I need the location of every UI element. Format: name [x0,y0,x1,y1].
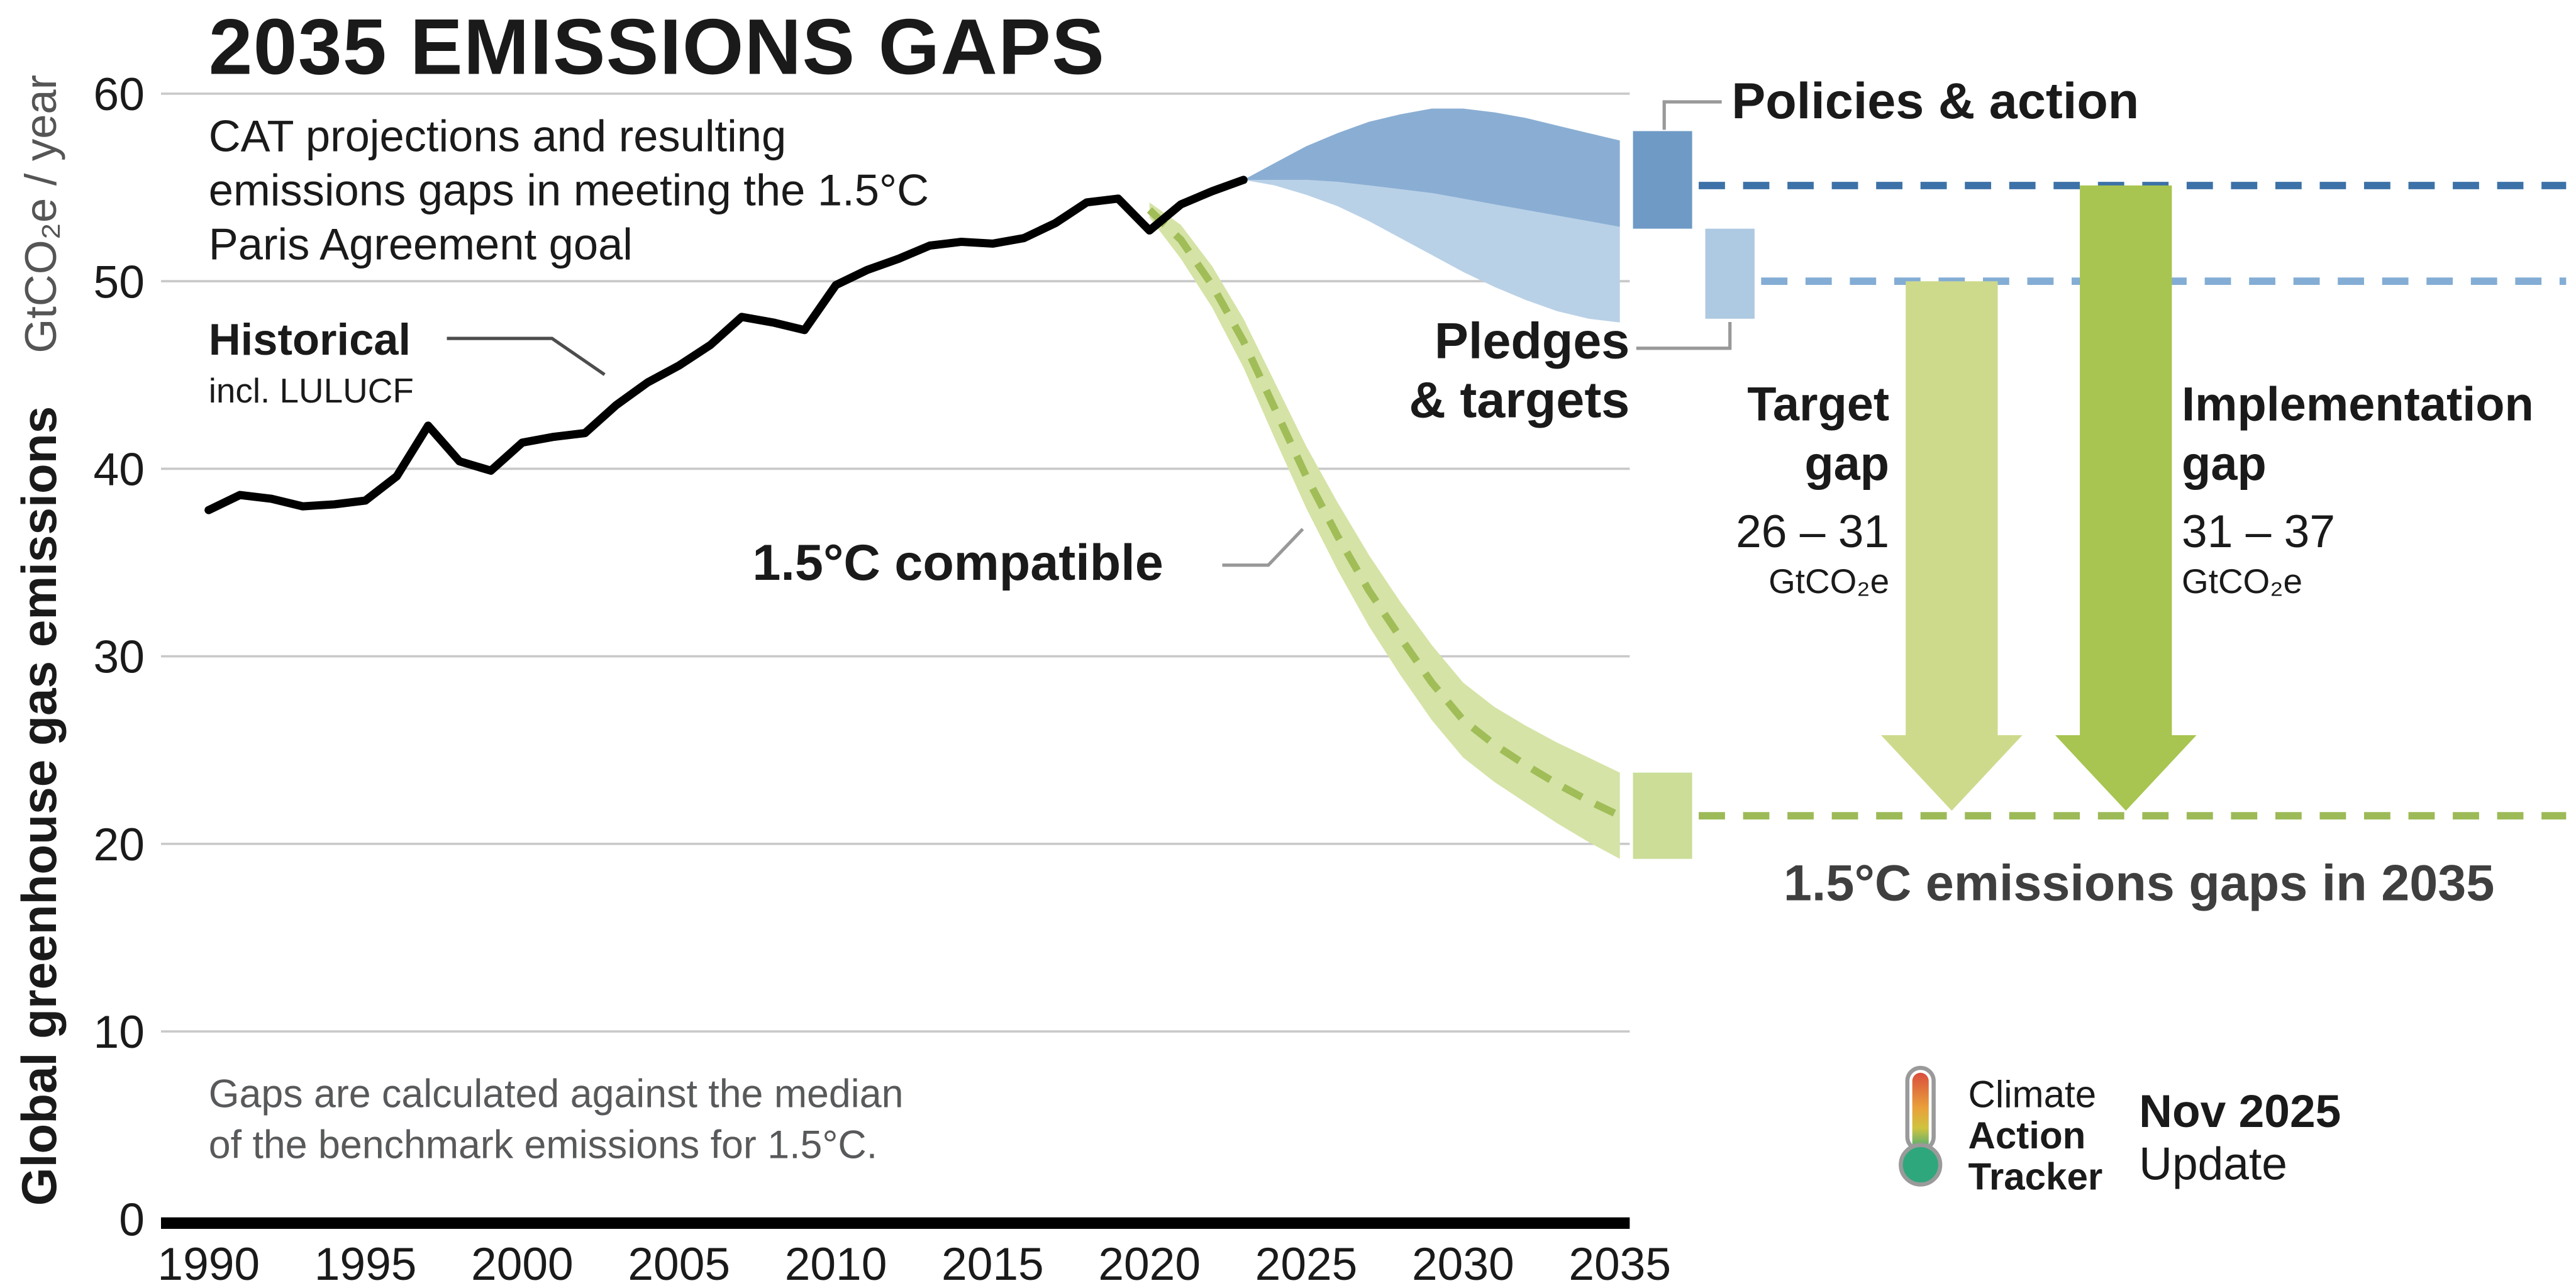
pledges-targets-2035-range-box [1705,228,1755,319]
implementation-gap-title: gap [2182,437,2267,491]
thermometer-stem [1912,1072,1929,1152]
logo-climate: Climate [1968,1074,2096,1116]
update-label: Update [2139,1139,2287,1190]
policies-action-2035-range-box [1633,131,1692,229]
series-lines [204,175,1622,819]
x-tick-label: 1990 [157,1239,260,1288]
x-tick-label: 2000 [471,1239,574,1288]
x-axis-line [161,1217,1630,1229]
x-tick-label: 2005 [628,1239,730,1288]
thermometer-bulb [1899,1143,1943,1187]
historical-pointer-line [447,336,606,376]
target-gap-range: 26 – 31 [1736,506,1889,557]
compatible-median-line [1146,207,1622,819]
implementation-gap-range: 31 – 37 [2182,506,2335,557]
update-date: Nov 2025 [2139,1086,2341,1137]
historical-sublabel: incl. LULUCF [209,371,414,410]
projection-bands [1149,108,1620,859]
y-tick-label: 10 [94,1007,145,1058]
x-tick-label: 2025 [1255,1239,1358,1288]
x-tick-label: 2030 [1412,1239,1514,1288]
gaps-caption: 1.5°C emissions gaps in 2035 [1784,855,2494,912]
y-tick-label: 20 [94,819,145,870]
implementation-gap-unit: GtCO₂e [2182,562,2302,601]
implementation-gap-arrow [2055,185,2197,811]
footnote-line: Gaps are calculated against the median [209,1072,904,1116]
y-tick-label: 50 [94,257,145,308]
compatible-label: 1.5°C compatible [752,535,1163,591]
chart-title: 2035 EMISSIONS GAPS [209,3,1105,91]
target-gap-title: Target [1747,378,1889,431]
pledges-pointer-line [1636,321,1732,350]
x-tick-label: 2015 [941,1239,1044,1288]
x-tick-label: 2010 [785,1239,887,1288]
chart-subtitle-line: Paris Agreement goal [209,219,633,269]
y-axis-title: Global greenhouse gas emissions [11,406,67,1206]
logo-tracker: Tracker [1968,1155,2102,1197]
pledges-targets-label: Pledges [1435,313,1630,369]
historical-label: Historical [209,314,411,364]
x-tick-label: 2035 [1568,1239,1671,1288]
compatible-pointer-line [1222,528,1304,567]
compatible-15-2035-range-box [1633,772,1692,859]
range-marker-boxes [1633,131,1755,859]
policies-pointer-line [1662,100,1722,130]
thermometer-icon [1899,1065,1943,1187]
gap-arrows [1881,185,2197,811]
implementation-gap-title: Implementation [2182,378,2534,431]
y-tick-label: 40 [94,444,145,495]
y-axis-unit: GtCO₂e / year [16,75,65,353]
historical-line [204,175,1248,514]
pledges-targets-band [1243,180,1620,323]
y-tick-label: 30 [94,632,145,683]
y-tick-label: 60 [94,69,145,120]
x-tick-label: 1995 [314,1239,417,1288]
chart-subtitle-line: CAT projections and resulting [209,111,787,160]
policies-action-band [1243,108,1620,227]
x-tick-label: 2020 [1098,1239,1201,1288]
target-gap-unit: GtCO₂e [1768,562,1889,601]
target-gap-title: gap [1804,437,1889,491]
footnote-line: of the benchmark emissions for 1.5°C. [209,1123,877,1167]
policies-action-label: Policies & action [1731,73,2139,130]
pointer-lines [447,100,1732,567]
y-tick-label: 0 [119,1194,145,1245]
chart-subtitle-line: emissions gaps in meeting the 1.5°C [209,165,929,215]
target-gap-arrow [1881,281,2023,811]
logo-action: Action [1968,1114,2085,1157]
pledges-targets-label: & targets [1409,372,1629,429]
